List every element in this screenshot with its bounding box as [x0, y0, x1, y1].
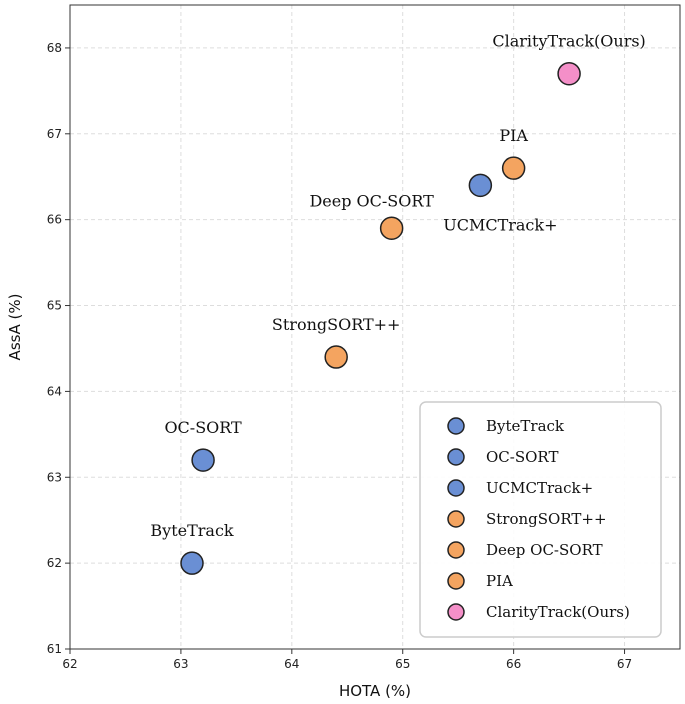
data-point — [557, 61, 581, 86]
y-tick-label: 62 — [47, 556, 62, 570]
x-axis-ticks: 62 63 64 65 66 67 — [62, 649, 632, 671]
point-label: StrongSORT++ — [272, 315, 401, 334]
legend-label: ClarityTrack(Ours) — [486, 603, 630, 621]
plot-frame — [69, 4, 681, 650]
legend-label: Deep OC-SORT — [486, 541, 603, 559]
y-tick-label: 63 — [47, 470, 62, 484]
legend: ByteTrack OC-SORT UCMCTrack+ StrongSORT++ De… — [419, 401, 662, 638]
x-tick-label: 66 — [506, 657, 521, 671]
point-label: ClarityTrack(Ours) — [492, 32, 645, 51]
data-point — [468, 173, 493, 198]
legend-label: UCMCTrack+ — [486, 479, 593, 497]
point-labels: ByteTrack OC-SORT UCMCTrack+ StrongSORT++ De… — [150, 32, 645, 540]
legend-box — [419, 401, 662, 638]
data-point — [501, 156, 526, 180]
legend-marker — [447, 603, 465, 621]
data-point — [324, 345, 348, 369]
point-label: OC-SORT — [164, 418, 242, 437]
legend-label: OC-SORT — [486, 448, 558, 466]
legend-marker — [447, 479, 465, 497]
legend-marker — [447, 572, 465, 590]
x-tick-label: 65 — [395, 657, 410, 671]
y-tick-label: 66 — [47, 213, 62, 227]
point-label: Deep OC-SORT — [309, 191, 434, 210]
x-tick-label: 64 — [284, 657, 299, 671]
y-axis-title: AssA (%) — [6, 294, 24, 361]
x-tick-label: 67 — [617, 657, 632, 671]
legend-label: StrongSORT++ — [486, 510, 607, 528]
data-point — [180, 551, 204, 575]
legend-label: ByteTrack — [486, 417, 565, 435]
legend-marker — [447, 417, 465, 435]
y-tick-label: 67 — [47, 127, 62, 141]
point-label: PIA — [499, 126, 528, 145]
y-tick-label: 68 — [47, 41, 62, 55]
legend-marker — [447, 448, 465, 466]
y-axis-ticks: 61 62 63 64 65 66 67 68 — [47, 41, 70, 656]
legend-marker — [447, 541, 465, 559]
y-tick-label: 61 — [47, 642, 62, 656]
point-label: ByteTrack — [150, 521, 234, 540]
legend-label: PIA — [486, 572, 513, 590]
data-point — [191, 448, 215, 472]
y-tick-label: 64 — [47, 384, 62, 398]
data-points — [180, 61, 581, 575]
x-axis-title: HOTA (%) — [339, 682, 411, 700]
point-label: UCMCTrack+ — [443, 215, 557, 234]
x-tick-label: 62 — [62, 657, 77, 671]
data-point — [379, 216, 404, 241]
x-tick-label: 63 — [173, 657, 188, 671]
legend-marker — [447, 510, 465, 528]
y-tick-label: 65 — [47, 299, 62, 313]
